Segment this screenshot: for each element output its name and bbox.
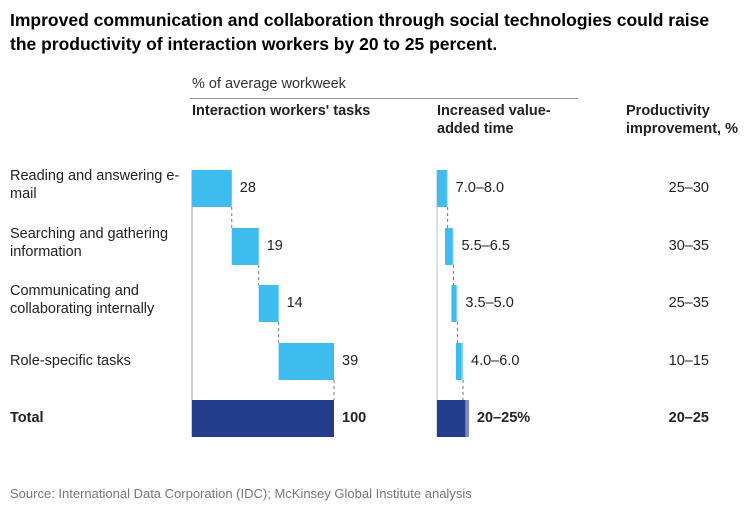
task-bar xyxy=(278,343,334,380)
value-added-range-bar xyxy=(446,170,448,207)
task-value-label: 19 xyxy=(266,238,283,254)
value-added-bar xyxy=(437,400,466,437)
category-label: Reading and answering e-mail xyxy=(10,168,180,202)
value-added-bar xyxy=(444,228,453,265)
value-added-label: 4.0–6.0 xyxy=(471,353,520,369)
productivity-value: 30–35 xyxy=(668,238,709,254)
value-added-range-bar xyxy=(456,285,458,322)
value-added-label: 20–25% xyxy=(476,410,531,426)
value-added-bar xyxy=(451,285,457,322)
column-header-productivity: Productivity improvement, % xyxy=(626,103,738,137)
task-value-label: 39 xyxy=(342,353,359,369)
task-value-label: 28 xyxy=(239,180,256,196)
value-added-bar xyxy=(437,170,447,207)
value-added-label: 3.5–5.0 xyxy=(465,295,514,311)
productivity-value: 10–15 xyxy=(668,353,709,369)
productivity-value: 25–30 xyxy=(668,180,709,196)
unit-label: % of average workweek xyxy=(192,76,346,92)
task-value-label: 14 xyxy=(286,295,303,311)
column-header-tasks: Interaction workers' tasks xyxy=(192,103,371,119)
value-added-range-bar xyxy=(452,228,454,265)
productivity-value: 25–35 xyxy=(668,295,709,311)
task-value-label: 100 xyxy=(342,410,367,426)
category-label: Communicating and collaborating internal… xyxy=(10,283,155,317)
column-header-value-added: Increased value-added time xyxy=(437,103,551,137)
value-added-range-bar xyxy=(461,343,464,380)
task-bar xyxy=(258,285,279,322)
category-label: Role-specific tasks xyxy=(10,353,131,369)
chart-title: Improved communication and collaboration… xyxy=(10,10,710,54)
value-added-label: 5.5–6.5 xyxy=(461,238,510,254)
task-bar xyxy=(231,228,259,265)
value-added-range-bar xyxy=(465,400,469,437)
category-label: Total xyxy=(10,410,44,426)
category-label: Searching and gathering information xyxy=(10,226,169,260)
header-rule xyxy=(190,98,578,99)
task-bar xyxy=(192,400,334,437)
value-added-bar xyxy=(455,343,462,380)
value-added-label: 7.0–8.0 xyxy=(455,180,505,196)
source-note: Source: International Data Corporation (… xyxy=(10,486,472,501)
task-bar xyxy=(192,170,232,207)
productivity-value: 20–25 xyxy=(668,410,709,426)
